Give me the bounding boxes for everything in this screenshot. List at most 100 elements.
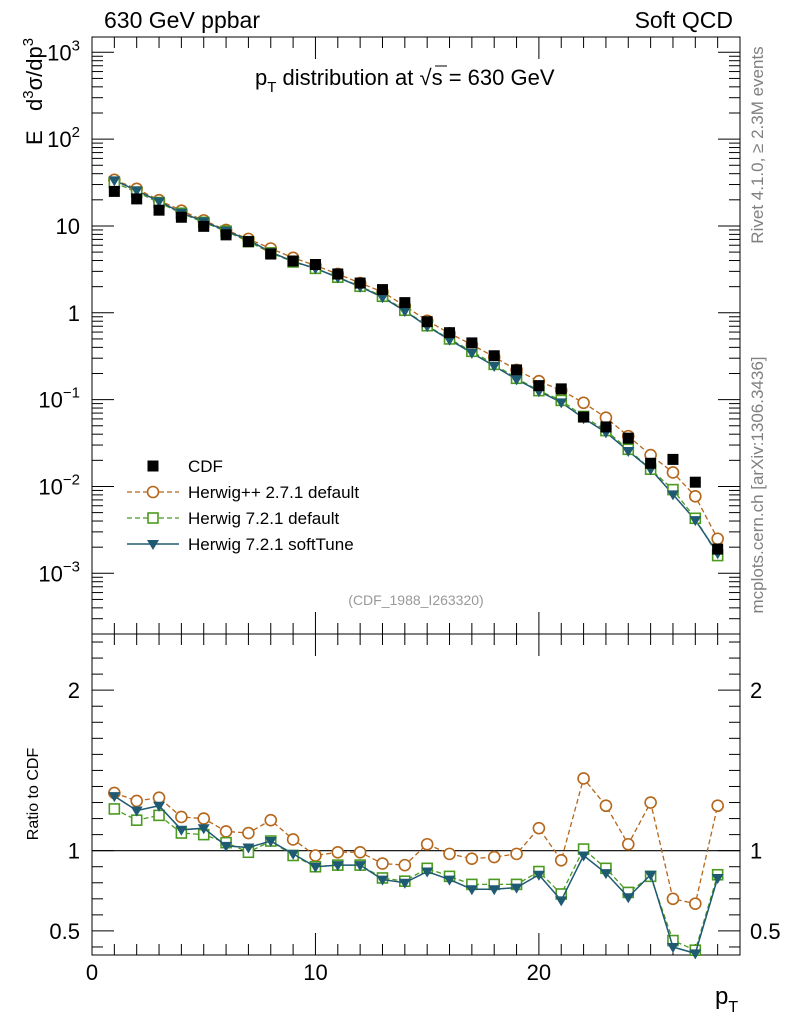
point-cdf <box>444 327 456 339</box>
ratio-point-herwig-7-2-1-softtune <box>130 806 143 817</box>
point-cdf <box>555 383 567 395</box>
ratio-point-herwig-7-2-1-softtune <box>309 862 322 873</box>
point-herwig-7-2-1-softtune <box>376 293 389 304</box>
ratio-point-herwig-2-7-1-default <box>376 857 389 870</box>
ratio-line-herwig-7-2-1-softtune <box>113 795 719 955</box>
y-tick-label: 102 <box>47 124 80 152</box>
series-line-herwig-2-7-1-default <box>114 179 719 540</box>
ratio-point-herwig-7-2-1-softtune <box>108 792 121 803</box>
point-cdf <box>488 350 500 362</box>
point-herwig-2-7-1-default <box>666 466 680 479</box>
y-tick-label: 10−1 <box>38 385 80 413</box>
ratio-series-group <box>108 772 724 960</box>
ratio-point-herwig-7-2-1-softtune <box>443 875 456 886</box>
svg-text:d3σ/dp3: d3σ/dp3 <box>20 38 47 111</box>
point-herwig-7-2-1-softtune <box>398 306 411 317</box>
ratio-point-herwig-7-2-1-softtune <box>398 878 411 889</box>
point-cdf <box>600 421 612 433</box>
ratio-point-herwig-7-2-1-softtune <box>666 942 679 953</box>
point-cdf <box>309 258 321 270</box>
point-herwig-7-2-1-softtune <box>555 398 568 409</box>
point-herwig-7-2-1-softtune <box>689 516 702 527</box>
ratio-point-herwig-7-2-1-softtune <box>622 893 635 904</box>
ratio-point-herwig-7-2-1-softtune <box>488 885 501 896</box>
point-cdf <box>689 476 701 488</box>
ratio-point-herwig-2-7-1-default <box>242 826 255 840</box>
point-cdf <box>175 211 187 223</box>
ratio-point-herwig-7-2-1-softtune <box>220 841 233 852</box>
ratio-tick-label: 2 <box>68 678 80 703</box>
ratio-point-herwig-7-2-1-softtune <box>175 825 188 836</box>
legend-marker-herwig-7-2-1-default <box>147 512 159 524</box>
point-cdf <box>511 364 523 376</box>
ratio-point-herwig-7-2-1-softtune <box>599 869 612 880</box>
ratio-point-herwig-2-7-1-default <box>487 850 501 864</box>
point-cdf <box>466 337 478 349</box>
point-cdf <box>712 543 724 555</box>
ratio-point-herwig-2-7-1-default <box>510 847 523 861</box>
ratio-tick-label: 1 <box>68 839 80 864</box>
point-cdf <box>265 248 277 260</box>
ratio-point-herwig-7-2-1-softtune <box>421 867 434 878</box>
point-cdf <box>153 204 165 216</box>
point-cdf <box>220 229 232 241</box>
ratio-point-herwig-7-2-1-softtune <box>510 883 523 894</box>
ratio-point-herwig-7-2-1-softtune <box>555 896 568 907</box>
ratio-point-herwig-2-7-1-default <box>175 810 188 824</box>
legend-label-cdf: CDF <box>188 457 223 476</box>
ratio-point-herwig-7-2-1-softtune <box>376 875 389 886</box>
point-cdf <box>287 255 299 267</box>
ratio-point-herwig-2-7-1-default <box>353 845 367 859</box>
ratio-point-herwig-2-7-1-default <box>666 892 680 906</box>
legend-label-herwig-2-7-1-default: Herwig++ 2.7.1 default <box>188 483 359 502</box>
ratio-point-herwig-2-7-1-default <box>599 799 613 813</box>
point-cdf <box>376 284 388 296</box>
legend: CDF Herwig++ 2.7.1 default Herwig 7.2.1 de… <box>127 457 359 554</box>
header-right-title: Soft QCD <box>635 7 733 33</box>
ratio-tick-label: 0.5 <box>49 919 80 944</box>
ratio-point-herwig-2-7-1-default <box>465 852 479 866</box>
ratio-point-herwig-2-7-1-default <box>219 825 233 838</box>
ratio-point-herwig-7-2-1-softtune <box>532 870 545 881</box>
ratio-point-herwig-2-7-1-default <box>577 772 590 785</box>
point-cdf <box>242 236 254 248</box>
y-axis-label: E d3σ/dp3 <box>20 38 47 145</box>
ratio-point-herwig-2-7-1-default <box>130 794 143 808</box>
ratio-plot-frame <box>91 633 741 956</box>
legend-label-herwig-7-2-1-softtune: Herwig 7.2.1 softTune <box>188 535 354 554</box>
legend-marker-herwig-2-7-1-default <box>146 485 160 499</box>
legend-label-herwig-7-2-1-default: Herwig 7.2.1 default <box>188 509 339 528</box>
point-cdf <box>533 380 545 392</box>
ratio-point-herwig-2-7-1-default <box>420 837 434 851</box>
ratio-point-herwig-7-2-1-softtune <box>644 870 657 881</box>
ratio-point-herwig-2-7-1-default <box>152 791 166 805</box>
x-tick-label: 0 <box>86 960 98 985</box>
mcplots-label: mcplots.cern.ch [arXiv:1306.3436] <box>748 356 767 613</box>
point-herwig-7-2-1-softtune <box>488 361 501 372</box>
point-herwig-7-2-1-softtune <box>510 375 523 386</box>
ratio-point-herwig-7-2-1-softtune <box>689 949 702 960</box>
ratio-point-herwig-7-2-1-softtune <box>577 851 590 862</box>
point-herwig-7-2-1-softtune <box>130 186 143 197</box>
point-cdf <box>578 411 590 423</box>
y-tick-label: 1 <box>68 301 80 326</box>
ratio-point-herwig-7-2-1-softtune <box>197 824 210 835</box>
ratio-point-herwig-2-7-1-default <box>644 796 657 809</box>
x-axis-label: pT <box>715 983 738 1016</box>
header-left-title: 630 GeV ppbar <box>104 7 260 33</box>
axis-ticks <box>91 37 741 955</box>
point-herwig-7-2-1-softtune <box>666 490 679 501</box>
axis-tick-labels: 0 10 20 10−3 10−2 10−1 1 10 102 103 0.5 0.5 1 1 2 2 <box>38 37 780 985</box>
ratio-point-herwig-7-2-1-default <box>153 809 165 822</box>
ratio-point-herwig-2-7-1-default <box>197 812 211 825</box>
point-cdf <box>421 316 433 328</box>
point-herwig-2-7-1-default <box>689 490 702 503</box>
y-tick-label: 10−2 <box>38 471 80 499</box>
x-tick-label: 10 <box>303 960 327 985</box>
ratio-point-herwig-2-7-1-default <box>711 799 724 813</box>
ratio-point-herwig-2-7-1-default <box>398 858 412 872</box>
point-cdf <box>198 220 210 232</box>
point-herwig-7-2-1-softtune <box>108 176 121 187</box>
y-tick-label: 10−3 <box>38 558 80 586</box>
ratio-point-herwig-7-2-1-softtune <box>264 837 277 848</box>
